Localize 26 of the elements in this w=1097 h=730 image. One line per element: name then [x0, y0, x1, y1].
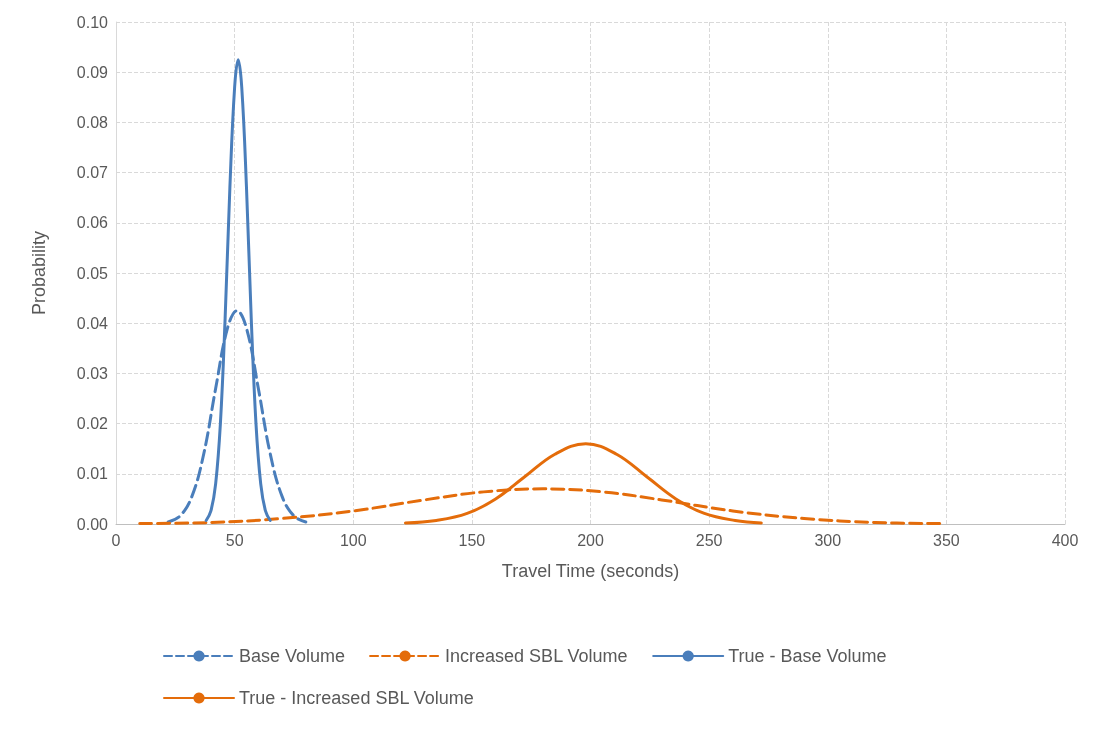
- legend-label: Base Volume: [239, 646, 346, 666]
- y-tick-label: 0.09: [76, 63, 109, 81]
- y-tick-label: 0.05: [76, 264, 109, 282]
- x-tick-label: 200: [577, 531, 604, 549]
- x-tick-label: 300: [814, 531, 842, 549]
- legend-label: True - Base Volume: [728, 646, 887, 666]
- legend-label: True - Increased SBL Volume: [239, 688, 474, 708]
- y-tick-label: 0.06: [76, 214, 109, 232]
- y-tick-label: 0.01: [76, 465, 109, 483]
- legend-label: Increased SBL Volume: [445, 646, 628, 666]
- y-tick-label: 0.02: [76, 415, 109, 433]
- x-tick-label: 150: [458, 531, 486, 549]
- y-axis-title: Probability: [29, 230, 49, 316]
- x-tick-label: 400: [1051, 531, 1079, 549]
- y-tick-label: 0.03: [76, 364, 109, 382]
- x-tick-label: 250: [695, 531, 723, 549]
- y-tick-label: 0.10: [76, 13, 109, 31]
- x-axis-title: Travel Time (seconds): [501, 561, 680, 581]
- y-tick-label: 0.04: [76, 314, 109, 332]
- y-tick-label: 0.00: [76, 515, 109, 533]
- y-tick-label: 0.08: [76, 113, 109, 131]
- x-tick-label: 0: [111, 531, 121, 549]
- x-tick-label: 350: [933, 531, 960, 549]
- y-tick-label: 0.07: [76, 164, 109, 182]
- x-tick-label: 50: [225, 531, 244, 549]
- x-tick-label: 100: [339, 531, 367, 549]
